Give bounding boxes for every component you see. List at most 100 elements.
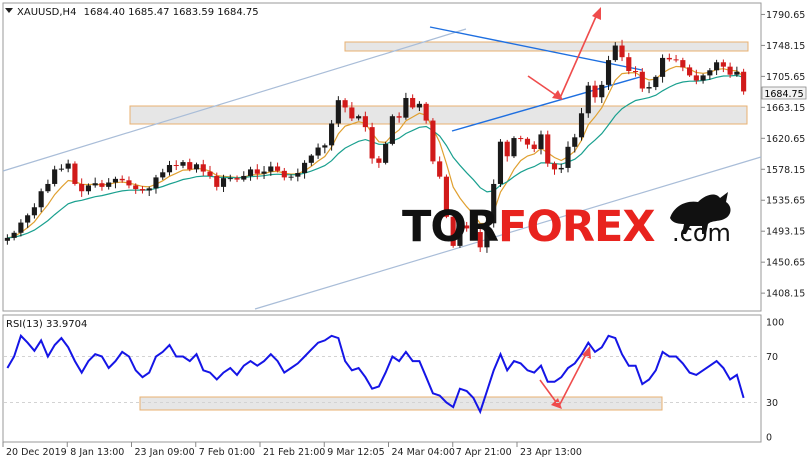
candle-body	[92, 183, 98, 186]
candle-body	[626, 57, 632, 72]
price-tick-label: 1578.15	[766, 165, 805, 176]
logo-forex: FOREX	[498, 202, 655, 252]
arrow-up-segment	[559, 11, 599, 99]
candle-body	[430, 120, 436, 162]
candle-body	[410, 97, 416, 108]
candle-body	[700, 75, 706, 81]
candle-body	[660, 57, 666, 77]
candle-body	[79, 183, 85, 192]
candle-body	[484, 223, 490, 248]
candle-body	[450, 216, 456, 246]
price-tick-label: 1493.15	[766, 227, 805, 238]
candle-body	[38, 191, 44, 208]
candle-body	[477, 232, 483, 248]
candle-body	[443, 176, 449, 217]
time-tick-label: 21 Feb 21:00	[263, 447, 325, 458]
candle-body	[714, 62, 720, 71]
candle-body	[268, 166, 274, 172]
candle-body	[322, 145, 328, 148]
candle-body	[112, 178, 119, 183]
bull-icon	[670, 192, 731, 234]
logo-suffix: .com	[672, 219, 731, 247]
candle-body	[376, 158, 382, 163]
candle-body	[599, 84, 605, 98]
candle-body	[538, 134, 544, 149]
oversold-zone	[139, 396, 663, 411]
time-tick-label: 8 Jan 13:00	[70, 447, 124, 458]
candle-body	[146, 188, 152, 191]
candle-body	[173, 165, 179, 167]
candle-body	[133, 185, 139, 190]
candle-body	[416, 103, 422, 108]
candle-body	[565, 146, 571, 168]
candle-body	[389, 116, 395, 144]
candle-body	[254, 169, 260, 174]
candle-body	[356, 116, 362, 119]
candle-body	[200, 164, 206, 172]
price-tick-label: 1535.65	[766, 196, 805, 207]
time-tick-label: 24 Mar 04:00	[392, 447, 455, 458]
candle-body	[72, 163, 78, 184]
time-tick-label: 7 Feb 01:00	[199, 447, 255, 458]
candle-body	[423, 103, 429, 121]
price-tick-label: 1620.65	[766, 134, 805, 145]
candle-body	[166, 165, 173, 173]
candle-body	[4, 237, 10, 241]
candle-body	[545, 134, 551, 164]
candle-body	[281, 170, 287, 178]
rsi-tick-label: 70	[766, 352, 778, 363]
candle-body	[504, 141, 510, 157]
candle-body	[234, 178, 240, 180]
candle-body	[85, 185, 91, 192]
candle-body	[518, 138, 524, 140]
candle-body	[403, 97, 409, 118]
current-price-label: 1684.75	[764, 89, 803, 100]
candle-body	[241, 175, 247, 180]
candle-body	[329, 123, 335, 146]
channel-lower-line	[254, 156, 762, 310]
candle-body	[52, 169, 58, 184]
symbol-label: XAUUSD,H4	[17, 7, 76, 18]
price-tick-label: 1705.65	[766, 72, 805, 83]
current-price-badge	[761, 86, 807, 100]
candle-body	[491, 183, 497, 224]
rsi-arrow-up-segment	[558, 351, 588, 407]
candle-body	[741, 71, 747, 92]
candle-body	[673, 59, 679, 61]
candle-body	[639, 71, 645, 89]
price-tick-label: 1748.15	[766, 41, 805, 52]
rsi-arrow-down-head	[551, 398, 562, 409]
candle-body	[106, 182, 112, 187]
candle-body	[220, 178, 227, 187]
candle-body	[119, 178, 125, 181]
candle-body	[288, 176, 294, 178]
candle-body	[11, 232, 17, 238]
candle-body	[592, 85, 598, 98]
candle-body	[437, 161, 443, 177]
candle-body	[187, 162, 193, 170]
candle-body	[680, 60, 686, 68]
candle-body	[308, 155, 314, 163]
ohlc-label: 1684.40 1685.47 1683.59 1684.75	[84, 7, 259, 18]
channel-upper-line	[2, 28, 467, 172]
rsi-tick-label: 100	[766, 318, 784, 329]
ma-slow-line	[7, 74, 744, 239]
candle-body	[497, 141, 504, 184]
arrow-down-segment	[527, 75, 561, 99]
support-zone	[129, 105, 748, 125]
logo-tor: TOR	[402, 202, 499, 252]
candle-body	[302, 162, 308, 174]
logo-text: TORFOREX	[402, 202, 655, 252]
candle-body	[585, 85, 591, 114]
time-tick-label: 9 Mar 12:05	[327, 447, 384, 458]
candle-body	[180, 162, 186, 166]
rsi-tick-label: 30	[766, 398, 778, 409]
candle-body	[551, 163, 558, 170]
price-axis: 1790.65 1748.15 1705.65 1663.15 1620.65 1578.…	[761, 10, 805, 300]
candle-body	[139, 189, 146, 191]
candle-body	[646, 87, 652, 89]
candle-body	[18, 222, 24, 233]
candle-body	[470, 228, 477, 233]
collapse-triangle-icon[interactable]	[5, 8, 13, 13]
